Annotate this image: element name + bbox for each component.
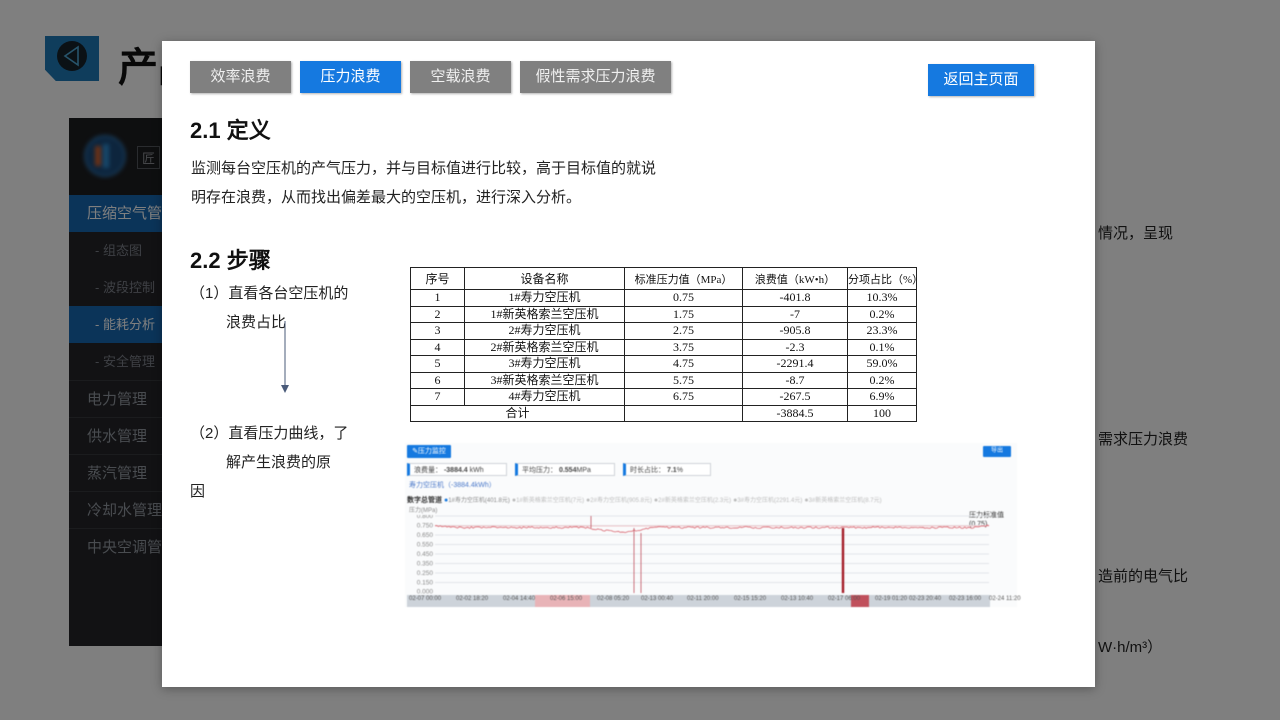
- svg-text:0.650: 0.650: [417, 532, 434, 539]
- svg-text:0.250: 0.250: [417, 570, 434, 577]
- svg-text:0.800: 0.800: [417, 515, 434, 520]
- svg-text:0.150: 0.150: [417, 580, 434, 587]
- svg-text:0.550: 0.550: [417, 542, 434, 549]
- svg-text:0.450: 0.450: [417, 551, 434, 558]
- svg-text:0.750: 0.750: [417, 523, 434, 530]
- svg-text:0.350: 0.350: [417, 561, 434, 568]
